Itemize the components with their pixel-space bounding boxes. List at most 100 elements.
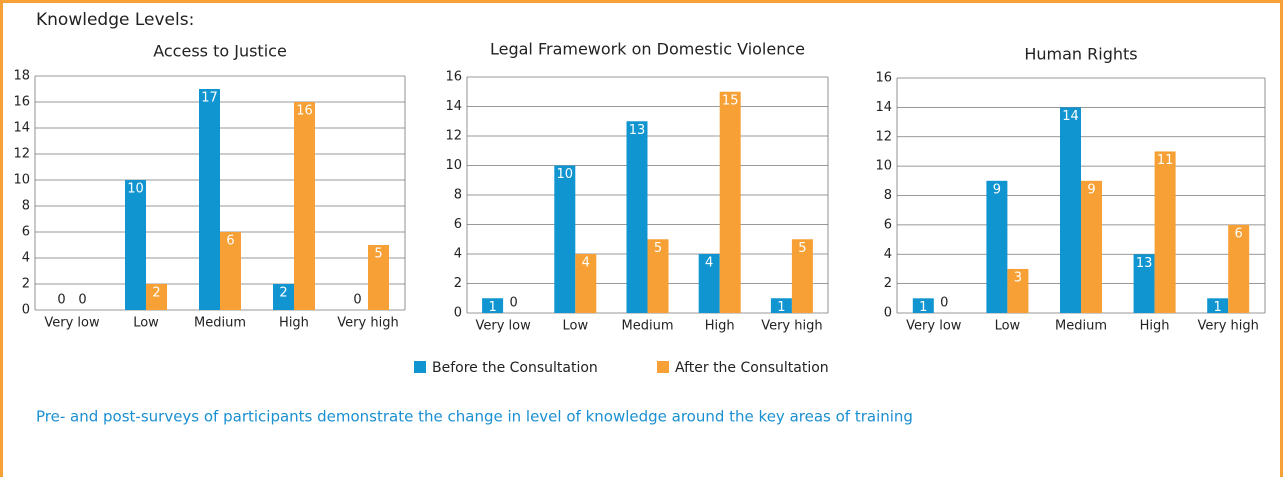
bar (199, 89, 220, 310)
value-label: 1 (919, 300, 927, 315)
y-tick-label: 10 (13, 173, 30, 188)
x-tick-label: Very low (44, 316, 100, 331)
value-label: 10 (557, 167, 574, 182)
caption: Pre- and post-surveys of participants de… (36, 408, 913, 426)
bar (719, 91, 741, 313)
y-tick-label: 18 (13, 69, 30, 84)
x-tick-label: High (279, 316, 309, 331)
value-label: 0 (57, 293, 65, 308)
bar (146, 284, 167, 310)
bar (125, 180, 146, 310)
bar (770, 298, 792, 313)
value-label: 14 (1062, 109, 1079, 124)
value-label: 17 (201, 91, 218, 106)
x-tick-label: Medium (1055, 319, 1107, 334)
y-tick-label: 16 (13, 95, 30, 110)
legend-swatch (657, 361, 669, 373)
y-tick-label: 0 (884, 306, 892, 321)
y-tick-label: 0 (22, 303, 30, 318)
value-label: 5 (654, 241, 662, 256)
value-label: 10 (127, 182, 144, 197)
chart-title: Access to Justice (153, 42, 287, 61)
bar (626, 121, 648, 313)
bar (791, 239, 813, 313)
y-tick-label: 0 (454, 306, 462, 321)
x-tick-label: Low (562, 319, 588, 334)
value-label: 11 (1157, 153, 1174, 168)
value-label: 3 (1014, 270, 1022, 285)
value-label: 4 (582, 256, 590, 271)
bar (1081, 180, 1102, 313)
x-tick-label: Low (133, 316, 159, 331)
bar (986, 180, 1008, 313)
y-tick-label: 14 (875, 100, 892, 115)
value-label: 13 (1136, 256, 1153, 271)
x-tick-label: Very low (906, 319, 962, 334)
legend-swatch (414, 361, 426, 373)
bar (1060, 107, 1081, 313)
y-tick-label: 4 (22, 251, 30, 266)
value-label: 0 (78, 293, 86, 308)
value-label: 15 (722, 93, 739, 108)
legend-label: Before the Consultation (432, 360, 598, 376)
bar (912, 298, 934, 313)
bar (554, 165, 576, 313)
value-label: 6 (226, 234, 234, 249)
y-tick-label: 14 (13, 121, 30, 136)
x-tick-label: Very high (1197, 319, 1258, 334)
y-tick-label: 12 (13, 147, 30, 162)
value-label: 9 (993, 182, 1001, 197)
bar (647, 239, 669, 313)
y-tick-label: 16 (875, 71, 892, 86)
bar (273, 284, 294, 310)
value-label: 4 (705, 256, 713, 271)
bar (482, 298, 504, 313)
bar (1007, 268, 1029, 313)
value-label: 0 (509, 296, 517, 311)
y-tick-label: 4 (454, 247, 462, 262)
value-label: 9 (1087, 182, 1095, 197)
x-tick-label: Very high (761, 319, 822, 334)
y-tick-label: 14 (445, 99, 462, 114)
chart-title: Human Rights (1024, 45, 1137, 64)
value-label: 1 (1214, 300, 1222, 315)
bar (368, 245, 389, 310)
x-tick-label: High (1140, 319, 1170, 334)
y-tick-label: 12 (875, 129, 892, 144)
value-label: 13 (629, 123, 646, 138)
legend-label: After the Consultation (675, 360, 829, 376)
x-tick-label: Low (995, 319, 1021, 334)
value-label: 2 (279, 286, 287, 301)
x-tick-label: Medium (194, 316, 246, 331)
value-label: 5 (798, 241, 806, 256)
bar (1133, 254, 1155, 313)
bar (1228, 224, 1250, 313)
x-tick-label: Medium (622, 319, 674, 334)
y-tick-label: 6 (22, 225, 30, 240)
y-tick-label: 8 (884, 188, 892, 203)
bar (575, 254, 597, 313)
value-label: 0 (353, 293, 361, 308)
x-tick-label: High (705, 319, 735, 334)
bar (220, 232, 241, 310)
value-label: 0 (940, 296, 948, 311)
value-label: 1 (777, 300, 785, 315)
y-tick-label: 10 (875, 159, 892, 174)
y-tick-label: 16 (445, 70, 462, 85)
x-tick-label: Very high (337, 316, 398, 331)
bar (1154, 151, 1176, 313)
chart-title: Legal Framework on Domestic Violence (490, 40, 805, 59)
value-label: 2 (152, 286, 160, 301)
y-tick-label: 8 (22, 199, 30, 214)
value-label: 6 (1235, 226, 1243, 241)
bar (698, 254, 720, 313)
bar (1207, 298, 1229, 313)
value-label: 1 (488, 300, 496, 315)
value-label: 16 (296, 104, 313, 119)
y-tick-label: 6 (884, 217, 892, 232)
y-tick-label: 4 (884, 247, 892, 262)
bar (294, 102, 315, 310)
y-tick-label: 10 (445, 158, 462, 173)
